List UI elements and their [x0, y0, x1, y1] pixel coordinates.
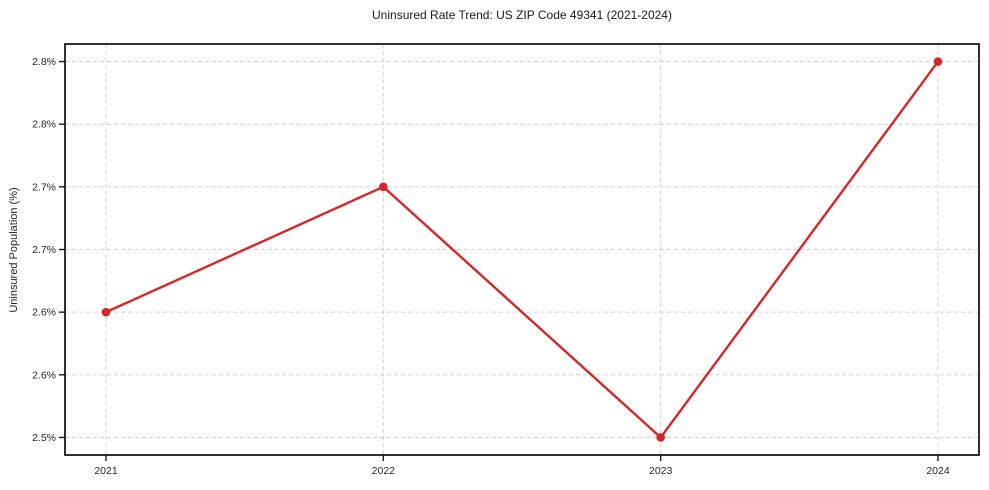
- y-tick-label: 2.5%: [32, 432, 56, 444]
- x-tick-label: 2022: [372, 465, 396, 477]
- y-tick-label: 2.7%: [32, 244, 56, 256]
- trend-line: [104, 60, 940, 439]
- y-tick-label: 2.6%: [32, 307, 56, 319]
- y-tick-label: 2.7%: [32, 181, 56, 193]
- x-tick-label: 2023: [649, 465, 673, 477]
- x-tick-label: 2021: [94, 465, 118, 477]
- data-point-marker: [379, 182, 388, 192]
- chart-title: Uninsured Rate Trend: US ZIP Code 49341 …: [372, 8, 672, 22]
- y-tick-label: 2.6%: [32, 369, 56, 381]
- data-point-marker: [656, 433, 665, 442]
- data-point-marker: [101, 307, 111, 317]
- x-tick-label: 2024: [926, 465, 950, 477]
- data-point-marker: [933, 57, 943, 66]
- y-axis-title: Uninsured Population (%): [8, 187, 20, 313]
- y-tick-label: 2.8%: [32, 56, 56, 68]
- y-tick-label: 2.8%: [32, 119, 56, 131]
